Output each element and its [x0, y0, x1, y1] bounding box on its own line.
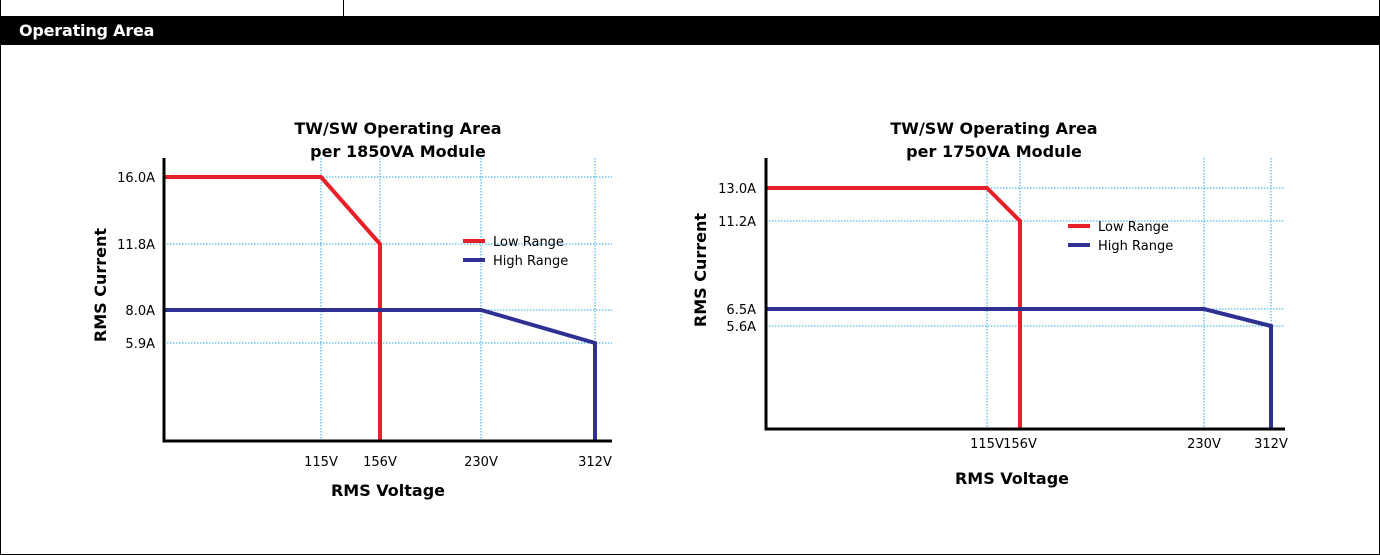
- chart-1850va: 16.0A 11.8A 8.0A 5.9A 115V 156V 230V 312V TW/SW …: [91, 119, 612, 500]
- series-line-low-range: [164, 175, 382, 441]
- y-tick-label: 6.5A: [726, 303, 756, 318]
- y-tick-label: 8.0A: [125, 304, 155, 319]
- series-line-high-range: [164, 308, 597, 441]
- top-strip-divider-left: [0, 0, 1, 16]
- x-tick-label: 156V: [1003, 437, 1037, 452]
- section-title: Operating Area: [19, 21, 155, 40]
- x-tick-label: 115V: [304, 455, 338, 470]
- y-axis-label: RMS Current: [691, 213, 710, 327]
- x-tick-label: 230V: [464, 455, 498, 470]
- chart-title: TW/SW Operating Area: [890, 119, 1097, 138]
- y-tick-label: 16.0A: [117, 171, 155, 186]
- chart-1750va: 13.0A 11.2A 6.5A 5.6A 115V 156V 230V 312V TW/SW …: [691, 119, 1288, 488]
- legend-label: High Range: [493, 254, 568, 269]
- series-line-low-range: [766, 186, 1022, 429]
- section-header: Operating Area: [0, 16, 1380, 45]
- chart-title: TW/SW Operating Area: [294, 119, 501, 138]
- legend-label: Low Range: [1098, 220, 1169, 235]
- x-axis-label: RMS Voltage: [955, 469, 1069, 488]
- y-tick-label: 5.6A: [726, 320, 756, 335]
- y-tick-label: 11.8A: [117, 238, 155, 253]
- legend-label: Low Range: [493, 235, 564, 250]
- legend-label: High Range: [1098, 239, 1173, 254]
- x-tick-label: 230V: [1187, 437, 1221, 452]
- x-tick-label: 156V: [363, 455, 397, 470]
- series-line-high-range: [766, 307, 1273, 429]
- y-tick-label: 11.2A: [718, 215, 756, 230]
- chart-subtitle: per 1850VA Module: [310, 142, 486, 161]
- y-tick-label: 5.9A: [125, 337, 155, 352]
- y-tick-label: 13.0A: [718, 182, 756, 197]
- x-tick-label: 312V: [578, 455, 612, 470]
- x-tick-label: 312V: [1254, 437, 1288, 452]
- y-axis-label: RMS Current: [91, 228, 110, 342]
- top-strip-divider-middle: [343, 0, 344, 16]
- x-tick-label: 115V: [970, 437, 1004, 452]
- chart-subtitle: per 1750VA Module: [906, 142, 1082, 161]
- x-axis-label: RMS Voltage: [331, 481, 445, 500]
